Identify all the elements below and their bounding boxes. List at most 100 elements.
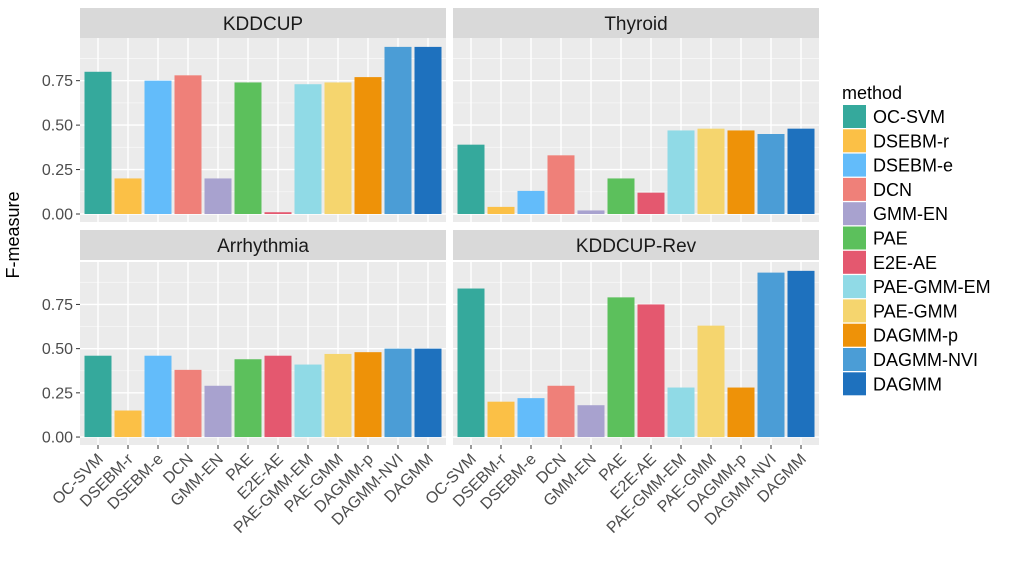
bar-dsebm-r: [487, 401, 515, 438]
bar-dagmm-nvi: [384, 46, 412, 215]
legend-item-oc-svm: OC-SVM: [843, 105, 945, 128]
bar-oc-svm: [457, 144, 485, 214]
bar-dagmm-nvi: [757, 272, 785, 438]
bar-oc-svm: [457, 288, 485, 438]
legend-item-dsebm-r: DSEBM-r: [843, 129, 949, 153]
y-tick-label: 0.75: [42, 73, 73, 90]
bar-pae: [234, 359, 262, 438]
chart-panels: KDDCUP Thyroid Arrhythmia KDDCUP-Rev: [80, 8, 819, 445]
panel-strip: [80, 230, 446, 260]
bar-gmm-en: [204, 385, 232, 438]
bar-e2e-ae: [264, 212, 292, 214]
bar-dsebm-e: [517, 190, 545, 214]
legend-label: PAE-GMM: [873, 301, 958, 321]
bar-dagmm-nvi: [757, 134, 785, 214]
legend-label: E2E-AE: [873, 253, 937, 273]
legend-swatch: [843, 372, 866, 396]
legend-label: DSEBM-r: [873, 131, 949, 151]
bar-pae: [234, 82, 262, 214]
legend-title: method: [842, 83, 902, 103]
bar-oc-svm: [84, 355, 112, 438]
panel-title: KDDCUP-Rev: [576, 236, 697, 257]
bar-dagmm-p: [727, 387, 755, 438]
legend-item-pae-gmm: PAE-GMM: [843, 299, 958, 323]
bar-dagmm: [787, 128, 815, 214]
legend-item-dagmm-nvi: DAGMM-NVI: [843, 348, 978, 371]
legend-swatch: [843, 275, 866, 299]
bar-pae-gmm: [324, 353, 352, 438]
legend-item-gmm-en: GMM-EN: [843, 202, 948, 226]
bar-dcn: [174, 75, 202, 214]
legend-label: GMM-EN: [873, 204, 948, 224]
legend-swatch: [843, 226, 866, 250]
bar-oc-svm: [84, 71, 112, 215]
panel-title: Thyroid: [604, 14, 667, 35]
bar-dsebm-e: [144, 80, 172, 215]
y-tick-label: 0.75: [42, 297, 73, 314]
bar-dagmm: [414, 348, 442, 438]
legend: method OC-SVM DSEBM-r DSEBM-e DCN GMM-EN PAE E…: [842, 83, 991, 396]
bar-dcn: [547, 155, 575, 214]
legend-swatch: [843, 177, 866, 201]
bar-gmm-en: [577, 210, 605, 214]
bar-dcn: [547, 385, 575, 438]
bar-e2e-ae: [264, 355, 292, 438]
legend-swatch: [843, 323, 866, 347]
legend-label: DSEBM-e: [873, 156, 953, 176]
bar-pae-gmm: [697, 325, 725, 438]
bar-dagmm-p: [727, 130, 755, 214]
legend-label: OC-SVM: [873, 107, 945, 127]
y-tick-label: 0.25: [42, 385, 73, 402]
panel-title: KDDCUP: [223, 14, 303, 35]
legend-swatch: [843, 299, 866, 323]
legend-item-dagmm: DAGMM: [843, 372, 942, 396]
legend-swatch: [843, 153, 866, 177]
bar-pae: [607, 297, 635, 438]
legend-item-dcn: DCN: [843, 177, 912, 201]
bar-pae-gmm-em: [294, 84, 322, 214]
bar-dsebm-e: [517, 398, 545, 438]
panel-title: Arrhythmia: [217, 236, 309, 257]
bar-dsebm-e: [144, 355, 172, 438]
y-tick-label: 0.00: [42, 430, 73, 447]
bar-dagmm-nvi: [384, 348, 412, 438]
bar-pae: [607, 178, 635, 214]
legend-label: PAE: [873, 229, 908, 249]
bar-e2e-ae: [637, 192, 665, 214]
bar-pae-gmm: [697, 128, 725, 214]
panel-kddcup: KDDCUP: [80, 8, 446, 222]
bar-dagmm: [414, 46, 442, 215]
panel-strip: [80, 8, 446, 38]
legend-label: PAE-GMM-EM: [873, 277, 991, 297]
legend-swatch: [843, 129, 866, 153]
y-tick-label: 0.00: [42, 207, 73, 224]
bar-dagmm-p: [354, 352, 382, 438]
legend-swatch: [843, 202, 866, 226]
bar-pae-gmm-em: [667, 130, 695, 214]
legend-label: DAGMM: [873, 374, 942, 394]
bar-e2e-ae: [637, 304, 665, 438]
y-tick-label: 0.25: [42, 162, 73, 179]
panel-kddcup-rev: KDDCUP-Rev: [453, 230, 819, 445]
y-tick-label: 0.50: [42, 118, 73, 135]
bar-pae-gmm-em: [667, 387, 695, 438]
bar-dcn: [174, 369, 202, 438]
legend-swatch: [843, 348, 866, 371]
y-axis-title: F-measure: [3, 191, 23, 278]
bar-pae-gmm-em: [294, 364, 322, 438]
panel-thyroid: Thyroid: [453, 8, 819, 222]
panel-arrhythmia: Arrhythmia: [80, 230, 446, 445]
bar-dagmm-p: [354, 77, 382, 214]
legend-item-e2e-ae: E2E-AE: [843, 250, 937, 274]
legend-swatch: [843, 250, 866, 274]
legend-item-pae-gmm-em: PAE-GMM-EM: [843, 275, 991, 299]
legend-label: DAGMM-NVI: [873, 350, 978, 370]
legend-item-dsebm-e: DSEBM-e: [843, 153, 953, 177]
bar-gmm-en: [204, 178, 232, 214]
legend-item-dagmm-p: DAGMM-p: [843, 323, 958, 347]
legend-label: DAGMM-p: [873, 326, 958, 346]
panel-strip: [453, 230, 819, 260]
bar-dsebm-r: [114, 178, 142, 214]
legend-label: DCN: [873, 180, 912, 200]
